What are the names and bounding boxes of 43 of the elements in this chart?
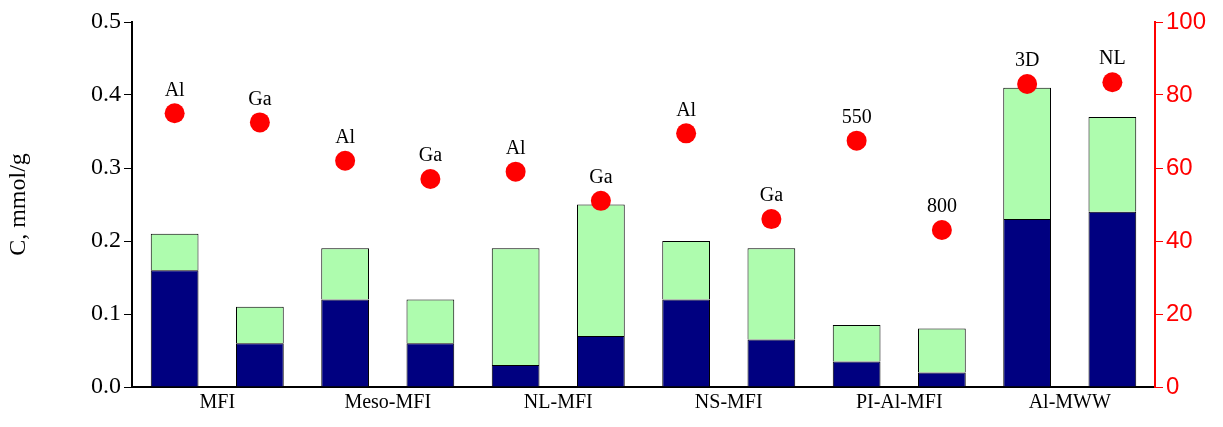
y2-tick-label: 100 [1166, 6, 1207, 34]
point [249, 112, 270, 133]
point [1102, 72, 1123, 93]
text: Al-MWW [1028, 390, 1111, 413]
point [846, 130, 867, 151]
y2-tick-label: 40 [1166, 225, 1193, 253]
annotation: 3D [1014, 48, 1040, 71]
annotation: Al [505, 135, 527, 158]
point [420, 168, 441, 189]
point [590, 190, 611, 211]
annotation: 550 [841, 104, 872, 127]
y2-tick-label: 80 [1166, 79, 1193, 107]
point [761, 209, 782, 230]
y-tick-label: 0.4 [91, 80, 121, 107]
y-tick-label: 0.5 [91, 7, 121, 34]
text: Meso-MFI [344, 390, 432, 413]
y2-tick-label: 20 [1166, 298, 1193, 326]
point [335, 150, 356, 171]
point [1017, 74, 1038, 95]
annotation: Ga [418, 143, 443, 166]
point [164, 103, 185, 124]
annotation: Al [676, 97, 697, 120]
annotation: NL [1099, 46, 1126, 69]
annotation: Ga [589, 165, 613, 188]
y-tick-label: 0.2 [91, 226, 121, 253]
point [931, 220, 952, 241]
point [676, 123, 697, 144]
text: MFI [199, 390, 236, 413]
annotation: Ga [759, 183, 784, 206]
y-axis-title: C, mmol/g [3, 153, 30, 256]
y2-tick-label: 60 [1166, 152, 1193, 180]
y-tick-label: 0.3 [91, 153, 121, 180]
annotation: 800 [926, 194, 957, 217]
text: NL-MFI [523, 390, 593, 413]
text: PI-Al-MFI [855, 390, 943, 413]
point [505, 161, 526, 182]
y2-tick-label: 0 [1166, 371, 1180, 399]
y-tick-label: 0.1 [91, 299, 121, 326]
y-tick-label: 0.0 [91, 372, 121, 399]
annotation: Al [164, 77, 186, 100]
annotation: Ga [248, 86, 272, 109]
annotation: Al [335, 124, 356, 147]
text: NS-MFI [694, 390, 763, 413]
